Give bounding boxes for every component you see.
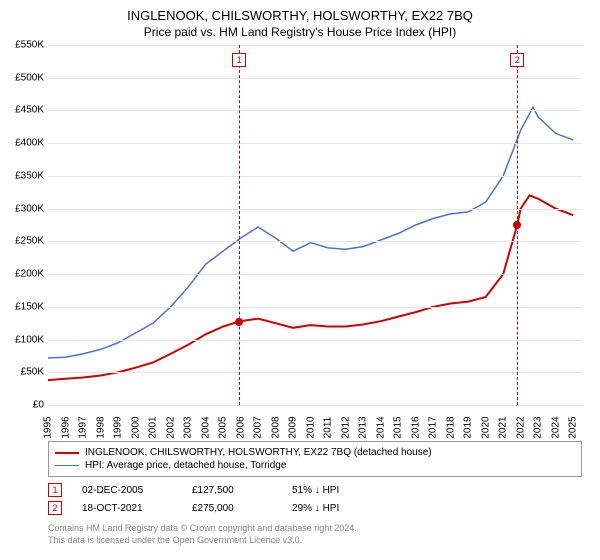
- gridline: [48, 241, 582, 242]
- transaction-point: [235, 318, 243, 326]
- transaction-price: £127,500: [192, 485, 272, 496]
- legend-label: HPI: Average price, detached house, Torr…: [85, 460, 286, 471]
- gridline: [48, 143, 582, 144]
- x-tick-label: 2017: [428, 416, 439, 438]
- y-tick-label: £0: [0, 400, 44, 411]
- x-tick-label: 2009: [288, 416, 299, 438]
- legend: INGLENOOK, CHILSWORTHY, HOLSWORTHY, EX22…: [48, 441, 582, 477]
- x-tick-label: 1996: [60, 416, 71, 438]
- y-tick-label: £200K: [0, 269, 44, 280]
- gridline: [48, 209, 582, 210]
- y-tick-label: £50K: [0, 367, 44, 378]
- transaction-date: 02-DEC-2005: [82, 485, 172, 496]
- x-tick-label: 2014: [375, 416, 386, 438]
- y-tick-label: £550K: [0, 40, 44, 51]
- legend-row: HPI: Average price, detached house, Torr…: [55, 459, 575, 472]
- chart-container: INGLENOOK, CHILSWORTHY, HOLSWORTHY, EX22…: [0, 0, 600, 560]
- chart-svg: [48, 45, 582, 405]
- series-hpi: [48, 107, 573, 358]
- transaction-table: 1 02-DEC-2005 £127,500 51% ↓ HPI 2 18-OCT-202…: [48, 481, 582, 517]
- x-tick-label: 2001: [148, 416, 159, 438]
- x-tick-label: 2004: [200, 416, 211, 438]
- y-tick-label: £400K: [0, 138, 44, 149]
- x-tick-label: 1995: [43, 416, 54, 438]
- y-tick-label: £300K: [0, 203, 44, 214]
- x-tick-label: 2015: [393, 416, 404, 438]
- gridline: [48, 405, 582, 406]
- x-tick-label: 2003: [183, 416, 194, 438]
- x-tick-label: 2011: [323, 417, 334, 439]
- y-tick-label: £350K: [0, 170, 44, 181]
- legend-label: INGLENOOK, CHILSWORTHY, HOLSWORTHY, EX22…: [85, 447, 432, 458]
- transaction-marker: 1: [232, 53, 246, 67]
- x-tick-label: 1997: [78, 416, 89, 438]
- series-property: [48, 196, 573, 381]
- gridline: [48, 78, 582, 79]
- chart-title: INGLENOOK, CHILSWORTHY, HOLSWORTHY, EX22…: [0, 0, 600, 23]
- transaction-point: [513, 221, 521, 229]
- transaction-diff: 29% ↓ HPI: [292, 503, 372, 514]
- footer-line-2: This data is licensed under the Open Gov…: [48, 535, 582, 547]
- chart-subtitle: Price paid vs. HM Land Registry's House …: [0, 23, 600, 45]
- gridline: [48, 45, 582, 46]
- x-tick-label: 2024: [550, 416, 561, 438]
- y-tick-label: £450K: [0, 105, 44, 116]
- transaction-vline: [239, 45, 240, 405]
- x-tick-label: 2019: [463, 416, 474, 438]
- legend-swatch: [55, 465, 79, 467]
- gridline: [48, 372, 582, 373]
- x-tick-label: 2010: [305, 416, 316, 438]
- footer-attribution: Contains HM Land Registry data © Crown c…: [48, 523, 582, 546]
- transaction-row: 1 02-DEC-2005 £127,500 51% ↓ HPI: [48, 481, 582, 499]
- x-tick-label: 2000: [130, 416, 141, 438]
- y-tick-label: £100K: [0, 334, 44, 345]
- gridline: [48, 274, 582, 275]
- x-tick-label: 2020: [480, 416, 491, 438]
- legend-swatch: [55, 452, 79, 454]
- gridline: [48, 307, 582, 308]
- gridline: [48, 176, 582, 177]
- chart-area: £0£50K£100K£150K£200K£250K£300K£350K£400…: [48, 45, 582, 405]
- y-tick-label: £500K: [0, 72, 44, 83]
- footer-line-1: Contains HM Land Registry data © Crown c…: [48, 523, 582, 535]
- x-tick-label: 2023: [533, 416, 544, 438]
- plot-region: £0£50K£100K£150K£200K£250K£300K£350K£400…: [48, 45, 582, 405]
- x-tick-label: 2018: [445, 416, 456, 438]
- transaction-index-marker: 1: [48, 483, 62, 497]
- transaction-marker: 2: [510, 53, 524, 67]
- gridline: [48, 110, 582, 111]
- x-tick-label: 1999: [113, 416, 124, 438]
- x-tick-label: 2022: [515, 416, 526, 438]
- x-tick-label: 2016: [410, 416, 421, 438]
- x-tick-label: 2006: [235, 416, 246, 438]
- x-tick-label: 2025: [568, 416, 579, 438]
- legend-row: INGLENOOK, CHILSWORTHY, HOLSWORTHY, EX22…: [55, 446, 575, 459]
- gridline: [48, 340, 582, 341]
- x-tick-label: 2005: [218, 416, 229, 438]
- x-tick-label: 2012: [340, 416, 351, 438]
- transaction-price: £275,000: [192, 503, 272, 514]
- y-tick-label: £150K: [0, 301, 44, 312]
- transaction-row: 2 18-OCT-2021 £275,000 29% ↓ HPI: [48, 499, 582, 517]
- x-tick-label: 2021: [498, 416, 509, 438]
- x-tick-label: 2008: [270, 416, 281, 438]
- transaction-diff: 51% ↓ HPI: [292, 485, 372, 496]
- transaction-index-marker: 2: [48, 501, 62, 515]
- x-tick-label: 1998: [95, 416, 106, 438]
- x-tick-label: 2002: [165, 416, 176, 438]
- transaction-date: 18-OCT-2021: [82, 503, 172, 514]
- y-tick-label: £250K: [0, 236, 44, 247]
- x-tick-label: 2013: [358, 416, 369, 438]
- x-tick-label: 2007: [253, 416, 264, 438]
